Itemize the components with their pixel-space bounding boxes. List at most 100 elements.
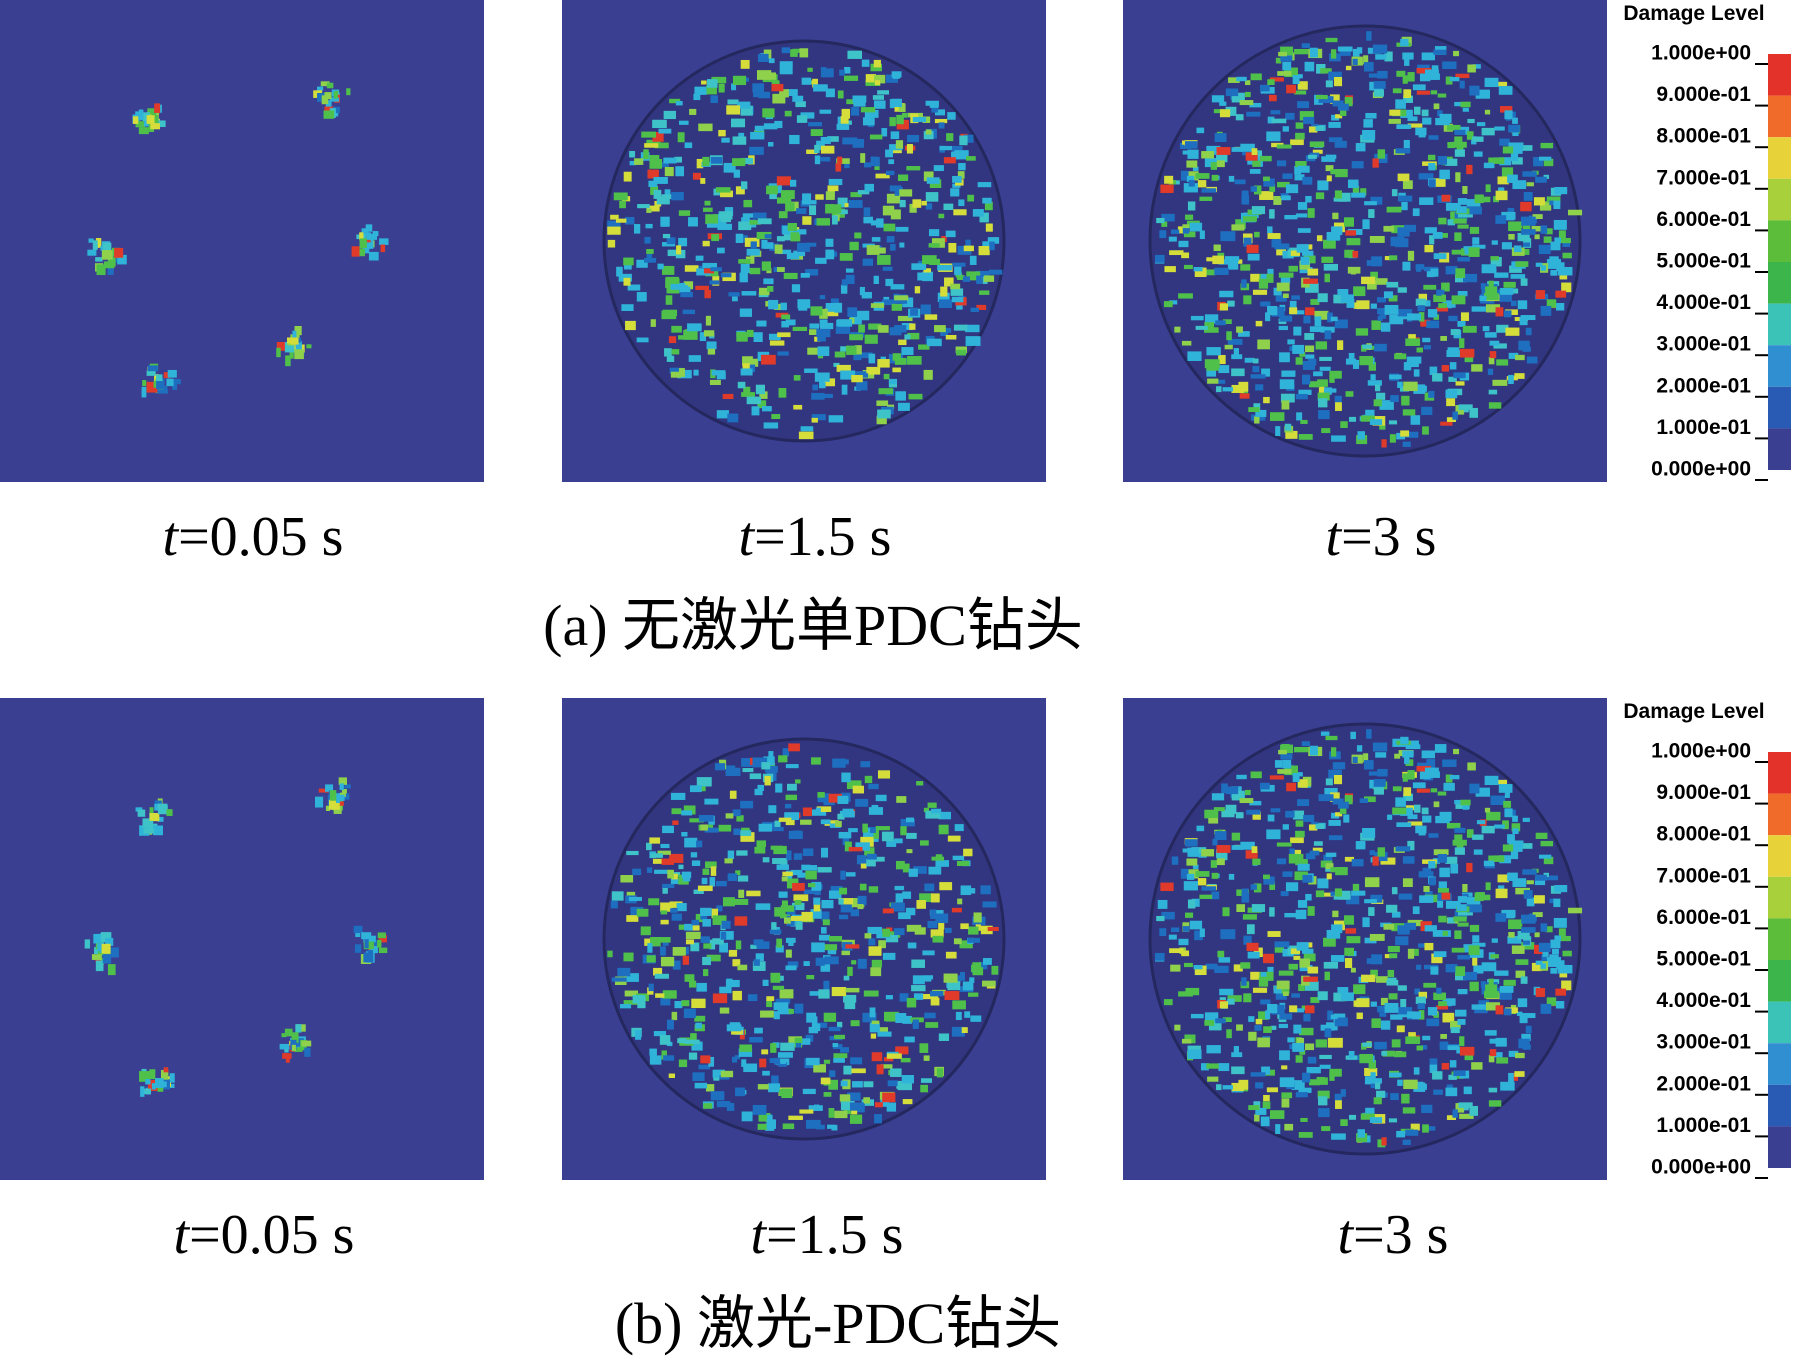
damage-spot bbox=[1428, 833, 1439, 838]
damage-spot bbox=[1520, 315, 1536, 321]
damage-spot bbox=[1267, 79, 1275, 86]
legend-label: 0.000e+00 bbox=[1651, 458, 1751, 481]
damage-spot bbox=[825, 249, 835, 260]
legend-label: 7.000e-01 bbox=[1656, 864, 1751, 887]
damage-spot bbox=[1325, 165, 1334, 172]
damage-spot bbox=[857, 904, 864, 910]
damage-spot bbox=[1405, 805, 1414, 811]
damage-spot bbox=[779, 61, 793, 67]
damage-spot bbox=[840, 370, 856, 380]
damage-spot bbox=[1194, 267, 1207, 278]
damage-spot bbox=[768, 805, 777, 814]
damage-spot bbox=[1439, 867, 1450, 878]
damage-spot bbox=[870, 156, 877, 166]
damage-spot bbox=[1373, 81, 1386, 89]
damage-spot bbox=[882, 952, 896, 960]
damage-spot bbox=[1532, 912, 1543, 918]
damage-spot bbox=[1346, 299, 1355, 308]
damage-spot bbox=[610, 214, 619, 220]
damage-spot bbox=[1258, 1011, 1269, 1020]
damage-spot bbox=[1512, 878, 1527, 888]
damage-spot bbox=[1392, 911, 1401, 918]
damage-spot bbox=[1499, 855, 1512, 864]
damage-spot bbox=[929, 910, 944, 916]
damage-spot bbox=[740, 800, 754, 809]
damage-spot bbox=[936, 1068, 944, 1078]
damage-spot bbox=[1457, 989, 1468, 995]
damage-spot bbox=[1280, 753, 1293, 760]
legend-band bbox=[1768, 876, 1791, 919]
damage-spot bbox=[1300, 419, 1308, 424]
damage-spot bbox=[92, 240, 98, 250]
damage-spot bbox=[1337, 103, 1349, 111]
damage-spot bbox=[876, 400, 889, 406]
damage-spot bbox=[788, 830, 803, 840]
damage-spot bbox=[841, 384, 848, 395]
damage-spot bbox=[1443, 782, 1455, 791]
damage-spot bbox=[1170, 229, 1180, 235]
damage-spot bbox=[1396, 1025, 1405, 1033]
damage-spot bbox=[959, 972, 966, 981]
damage-spot bbox=[1545, 926, 1553, 933]
damage-spot bbox=[1445, 266, 1458, 275]
damage-spot bbox=[938, 921, 945, 930]
damage-spot bbox=[1533, 895, 1545, 904]
damage-spot bbox=[831, 208, 845, 218]
damage-spot bbox=[1218, 354, 1226, 365]
damage-spot bbox=[1472, 244, 1486, 249]
damage-spot bbox=[987, 237, 1000, 244]
damage-spot bbox=[877, 90, 890, 95]
damage-spot bbox=[722, 897, 735, 907]
damage-spot bbox=[849, 1114, 863, 1124]
damage-spot bbox=[1384, 954, 1392, 959]
damage-spot bbox=[1396, 124, 1412, 129]
damage-spot bbox=[911, 959, 925, 968]
damage-spot bbox=[1398, 195, 1413, 202]
damage-spot bbox=[1394, 353, 1407, 360]
damage-spot bbox=[876, 415, 887, 425]
damage-spot bbox=[757, 1123, 768, 1130]
damage-spot bbox=[722, 393, 734, 400]
damage-spot bbox=[691, 860, 701, 866]
damage-spot bbox=[1445, 389, 1458, 399]
damage-spot bbox=[781, 321, 790, 328]
damage-spot bbox=[1280, 277, 1291, 284]
damage-spot bbox=[1299, 260, 1311, 270]
damage-spot bbox=[956, 861, 970, 866]
damage-spot bbox=[703, 1103, 713, 1109]
damage-spot bbox=[733, 169, 740, 178]
damage-panel bbox=[0, 698, 484, 1180]
damage-spot bbox=[1433, 103, 1440, 110]
damage-spot bbox=[325, 100, 332, 107]
damage-spot bbox=[912, 117, 927, 123]
damage-spot bbox=[1303, 278, 1318, 284]
damage-spot bbox=[1331, 226, 1343, 236]
damage-spot bbox=[1273, 985, 1282, 994]
damage-spot bbox=[938, 811, 952, 820]
damage-spot bbox=[890, 1068, 902, 1077]
damage-spot bbox=[1550, 270, 1558, 276]
damage-spot bbox=[1441, 1063, 1450, 1070]
damage-spot bbox=[1323, 854, 1333, 862]
damage-spot bbox=[1522, 817, 1530, 822]
damage-spot bbox=[1379, 424, 1386, 430]
damage-spot bbox=[709, 877, 716, 887]
damage-spot bbox=[87, 249, 97, 256]
damage-spot bbox=[739, 1044, 752, 1052]
damage-spot bbox=[1364, 201, 1377, 206]
damage-spot bbox=[1294, 871, 1308, 881]
damage-spot bbox=[649, 837, 661, 844]
damage-spot bbox=[1535, 988, 1546, 997]
damage-spot bbox=[1218, 365, 1230, 374]
damage-spot bbox=[1507, 872, 1518, 881]
damage-spot bbox=[1267, 966, 1274, 973]
damage-spot bbox=[1181, 950, 1190, 957]
damage-spot bbox=[1507, 834, 1515, 844]
damage-spot bbox=[896, 796, 907, 803]
damage-spot bbox=[1510, 274, 1526, 279]
damage-spot bbox=[1471, 306, 1486, 312]
damage-spot bbox=[934, 109, 946, 116]
damage-spot bbox=[1370, 1072, 1376, 1079]
damage-spot bbox=[1511, 823, 1521, 832]
damage-spot bbox=[1519, 145, 1533, 151]
